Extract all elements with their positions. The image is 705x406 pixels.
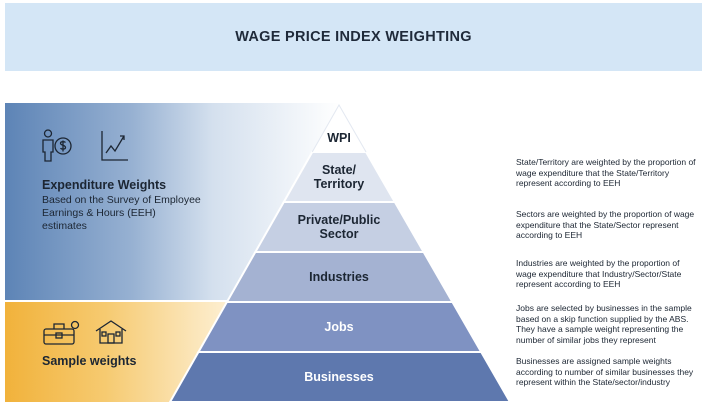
pyramid-tier-label: WPI <box>327 130 351 145</box>
description-industries: Industries are weighted by the proportio… <box>516 258 682 289</box>
panel-divider <box>5 300 257 302</box>
description-state-territory: State/Territory are weighted by the prop… <box>516 157 696 188</box>
pyramid-tier-label: Industries <box>309 270 369 284</box>
line-chart-icon <box>101 131 128 161</box>
page-title: WAGE PRICE INDEX WEIGHTING <box>235 29 472 45</box>
pyramid-tier-label: Businesses <box>304 370 374 384</box>
sample-weights-heading: Sample weights <box>42 354 137 368</box>
pyramid-tier-5 <box>168 351 512 403</box>
business-building-icon <box>43 320 80 345</box>
pyramid-tier-label: Jobs <box>324 320 354 334</box>
pyramid-tier-label: Private/Public Sector <box>297 213 381 241</box>
expenditure-weights-heading: Expenditure Weights <box>42 178 167 192</box>
pyramid-tier-0 <box>312 105 367 152</box>
description-sector: Sectors are weighted by the proportion o… <box>516 209 695 240</box>
pyramid-apex-outline <box>311 103 367 153</box>
pyramid-tier-label: State/ Territory <box>313 163 365 191</box>
expenditure-weights-description: Based on the Survey of Employee Earnings… <box>42 194 201 232</box>
house-icon <box>95 320 127 344</box>
person-dollar-icon <box>42 129 72 162</box>
description-jobs: Jobs are selected by businesses in the s… <box>516 303 692 345</box>
title-banner: WAGE PRICE INDEX WEIGHTING <box>5 3 702 71</box>
description-businesses: Businesses are assigned sample weights a… <box>516 356 694 387</box>
